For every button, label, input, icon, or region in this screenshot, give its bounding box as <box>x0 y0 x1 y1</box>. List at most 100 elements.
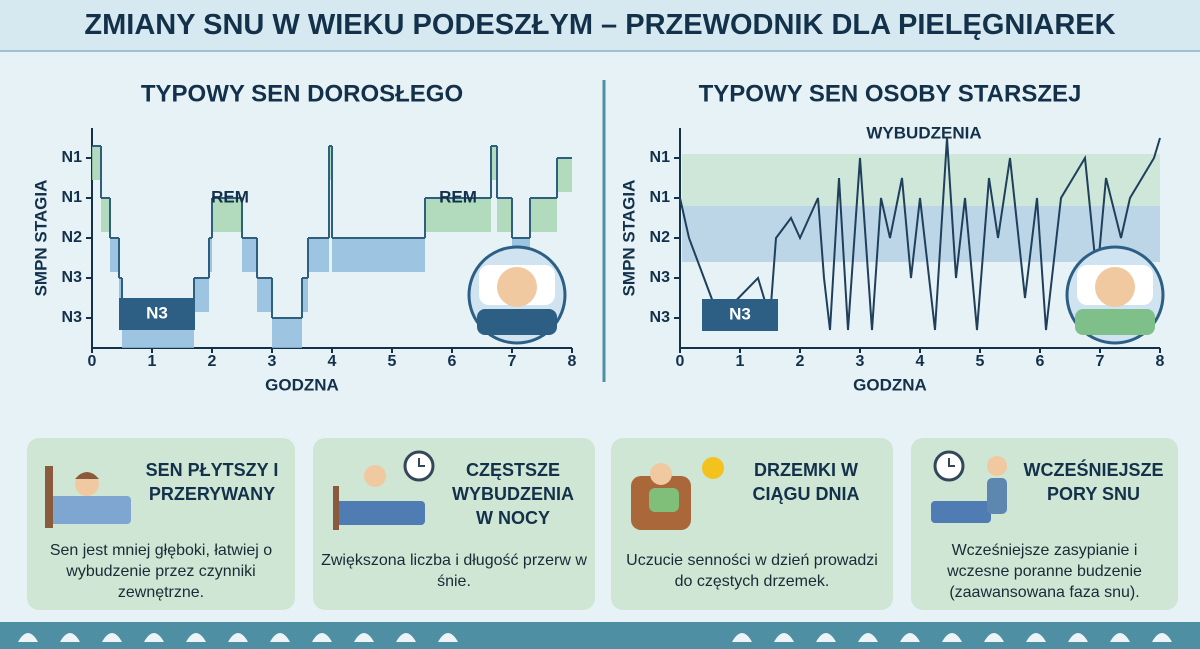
annotation: N3 <box>729 304 751 323</box>
footer-icon <box>900 633 920 642</box>
chart-title: TYPOWY SEN OSOBY STARSZEJ <box>699 80 1082 107</box>
x-tick-label: 8 <box>568 353 577 370</box>
footer-icon <box>858 633 878 642</box>
card-icon <box>631 457 724 530</box>
stage-fill <box>557 158 572 192</box>
footer-icon <box>396 633 416 642</box>
annotation-box <box>702 299 778 331</box>
card-title: CZĘSTSZE WYBUDZENIA W NOCY <box>452 460 574 528</box>
footer-icon <box>1026 633 1046 642</box>
stage-fill <box>329 146 332 180</box>
stage-fill <box>110 238 119 272</box>
footer-icon <box>186 633 206 642</box>
stage-fill <box>425 198 491 232</box>
card-text: Zwiększona liczba i długość przerw w śni… <box>321 552 587 590</box>
x-tick-label: 2 <box>208 353 217 370</box>
y-tick-label: N3 <box>62 309 83 326</box>
card-icon <box>45 466 131 528</box>
y-tick-label: N1 <box>62 149 83 166</box>
annotation: WYBUDZENIA <box>866 123 981 142</box>
card: SEN PŁYTSZY I PRZERYWANY Sen jest mniej … <box>27 438 295 610</box>
y-tick-label: N3 <box>650 309 671 326</box>
annotation: REM <box>439 187 477 206</box>
footer-icon <box>18 633 38 642</box>
annotation: REM <box>211 187 249 206</box>
stage-fill <box>497 198 512 232</box>
stage-fill <box>530 198 557 232</box>
sleep-line <box>679 137 1161 331</box>
x-tick-label: 2 <box>796 353 805 370</box>
x-tick-label: 7 <box>508 353 517 370</box>
y-tick-label: N2 <box>62 229 83 246</box>
card-text: Uczucie senności w dzień prowadzi do czę… <box>626 552 878 590</box>
x-tick-label: 7 <box>1096 353 1105 370</box>
blanket <box>1075 309 1155 335</box>
card: CZĘSTSZE WYBUDZENIA W NOCY Zwiększona li… <box>313 438 595 610</box>
footer-icon <box>438 633 458 642</box>
footer-icon <box>1068 633 1088 642</box>
y-tick-label: N2 <box>650 229 671 246</box>
footer-icon <box>774 633 794 642</box>
footer-icon <box>270 633 290 642</box>
stage-fill <box>209 238 212 272</box>
x-tick-label: 6 <box>448 353 457 370</box>
annotation: N3 <box>146 303 168 322</box>
footer-icon <box>312 633 332 642</box>
blanket <box>477 309 557 335</box>
x-tick-label: 8 <box>1156 353 1165 370</box>
x-tick-label: 4 <box>916 353 925 370</box>
x-tick-label: 4 <box>328 353 337 370</box>
stage-fill <box>119 278 122 312</box>
stage-fill <box>242 238 257 272</box>
card: DRZEMKI W CIĄGU DNIA Uczucie senności w … <box>611 438 893 610</box>
stage-band <box>682 154 1160 206</box>
footer-icon <box>354 633 374 642</box>
card-icon <box>931 450 1007 523</box>
footer-icon <box>228 633 248 642</box>
chart-title: TYPOWY SEN DOROSŁEGO <box>141 80 463 107</box>
stage-fill <box>491 146 497 180</box>
card-text: Sen jest mniej głęboki, łatwiej o wybudz… <box>49 542 273 601</box>
footer-icon <box>942 633 962 642</box>
charts: TYPOWY SEN DOROSŁEGO SMPN STAGIA GODZNA N1 N… <box>31 80 1165 394</box>
page-title: ZMIANY SNU W WIEKU PODESZŁYM – PRZEWODNI… <box>0 0 1200 52</box>
x-axis-label: GODZNA <box>265 375 339 394</box>
footer-icon <box>102 633 122 642</box>
x-tick-label: 5 <box>388 353 397 370</box>
y-axis-label: SMPN STAGIA <box>619 180 638 297</box>
card-title: DRZEMKI W CIĄGU DNIA <box>752 460 860 504</box>
stage-fill <box>194 278 209 312</box>
stage-fill <box>101 198 110 232</box>
x-tick-label: 1 <box>148 353 157 370</box>
x-tick-label: 0 <box>676 353 685 370</box>
y-tick-label: N1 <box>650 149 671 166</box>
card-title: SEN PŁYTSZY I PRZERYWANY <box>145 460 279 504</box>
stage-fill <box>272 318 302 348</box>
stage-fill <box>308 238 329 272</box>
footer-icon <box>144 633 164 642</box>
stage-fill <box>212 198 242 232</box>
y-tick-label: N3 <box>650 269 671 286</box>
footer-icon <box>60 633 80 642</box>
stage-fill <box>257 278 272 312</box>
footer-icon <box>1110 633 1130 642</box>
footer-strip <box>0 622 1200 649</box>
footer-icon <box>984 633 1004 642</box>
x-tick-label: 6 <box>1036 353 1045 370</box>
x-tick-label: 3 <box>856 353 865 370</box>
card: WCZEŚNIEJSZE PORY SNU Wcześniejsze zasyp… <box>911 438 1178 610</box>
footer-icon <box>1152 633 1172 642</box>
stage-fill <box>332 238 425 272</box>
face <box>1095 267 1135 307</box>
y-tick-label: N3 <box>62 269 83 286</box>
x-tick-label: 5 <box>976 353 985 370</box>
card-title: WCZEŚNIEJSZE PORY SNU <box>1023 460 1164 504</box>
footer-icon <box>732 633 752 642</box>
card-text: Wcześniejsze zasypianie i wczesne porann… <box>947 542 1142 601</box>
x-axis-label: GODZNA <box>853 375 927 394</box>
x-tick-label: 0 <box>88 353 97 370</box>
x-tick-label: 3 <box>268 353 277 370</box>
footer-icon <box>816 633 836 642</box>
y-tick-label: N1 <box>62 189 83 206</box>
